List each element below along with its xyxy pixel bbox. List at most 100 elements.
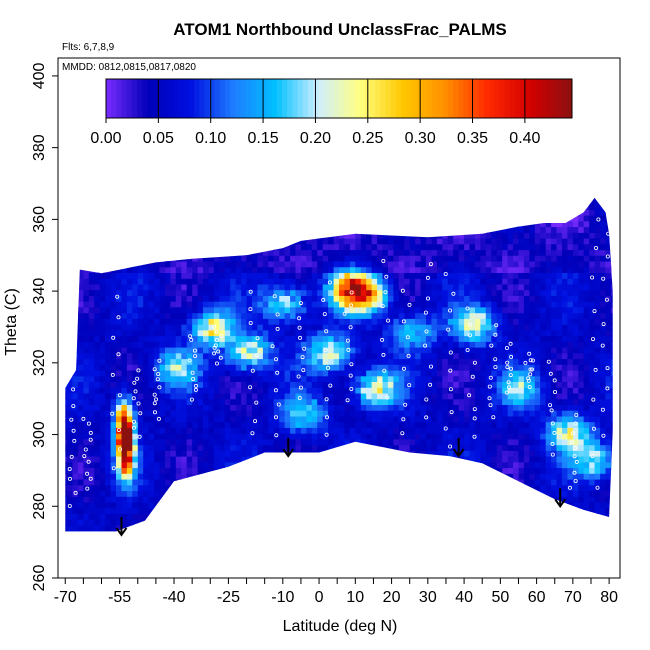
heatmap-cell [491,364,498,371]
heatmap-cell [235,255,242,262]
heatmap-cell [398,347,405,354]
heatmap-cell [366,312,373,319]
heatmap-cell [366,232,373,239]
heatmap-cell [458,272,465,279]
heatmap-cell [208,507,215,514]
heatmap-cell [77,404,84,411]
heatmap-cell [230,438,237,446]
heatmap-cell [387,461,394,469]
heatmap-cell [67,410,74,417]
heatmap-cell [192,410,199,417]
heatmap-cell [344,197,351,199]
heatmap-cell [311,519,318,526]
heatmap-cell [241,301,248,308]
heatmap-cell [485,415,492,423]
heatmap-cell [235,341,242,348]
heatmap-cell [94,249,101,256]
heatmap-cell [290,479,297,486]
heatmap-cell [246,329,253,337]
heatmap-cell [72,249,79,256]
heatmap-cell [105,266,112,273]
heatmap-cell [225,536,231,542]
heatmap-cell [279,404,286,411]
heatmap-cell [295,484,302,492]
heatmap-cell [295,444,302,451]
heatmap-cell [116,278,122,285]
heatmap-cell [398,318,405,325]
heatmap-cell [496,404,503,411]
heatmap-cell [159,393,166,400]
heatmap-cell [94,502,101,509]
heatmap-cell [311,415,318,423]
heatmap-cell [333,261,340,268]
heatmap-cell [420,427,427,434]
heatmap-cell [279,301,286,308]
heatmap-cell [268,375,275,382]
heatmap-cell [170,243,177,251]
heatmap-cell [197,197,204,205]
heatmap-cell [426,324,432,331]
heatmap-cell [67,238,74,245]
heatmap-cell [121,398,128,405]
heatmap-cell [137,484,144,492]
heatmap-cell [360,502,367,509]
heatmap-cell [393,197,400,205]
heatmap-cell [203,278,209,285]
heatmap-cell [192,507,199,514]
heatmap-cell [382,479,389,486]
heatmap-cell [110,318,117,325]
heatmap-cell [393,238,400,245]
heatmap-cell [371,306,378,314]
heatmap-cell [186,410,193,417]
heatmap-cell [431,232,438,239]
heatmap-cell [366,238,373,245]
heatmap-cell [311,387,318,394]
heatmap-cell [426,450,432,457]
heatmap-cell [290,507,297,514]
heatmap-cell [88,427,95,434]
heatmap-cell [453,301,460,308]
heatmap-cell [105,404,112,411]
heatmap-cell [279,479,286,486]
heatmap-cell [415,226,422,233]
heatmap-cell [398,433,405,440]
heatmap-cell [88,496,95,503]
heatmap-cell [143,484,150,492]
heatmap-cell [230,358,237,365]
heatmap-cell [110,358,117,365]
heatmap-cell [387,255,394,262]
heatmap-cell [88,484,95,492]
heatmap-cell [409,295,416,302]
heatmap-cell [105,335,112,342]
heatmap-cell [67,312,74,319]
heatmap-cell [415,433,422,440]
heatmap-cell [197,324,204,331]
heatmap-cell [382,324,389,331]
heatmap-cell [186,301,193,308]
heatmap-cell [464,295,471,302]
heatmap-cell [311,427,318,434]
heatmap-cell [382,266,389,273]
heatmap-cell [436,324,443,331]
heatmap-cell [72,301,79,308]
heatmap-cell [436,415,443,423]
heatmap-cell [126,215,133,222]
heatmap-cell [126,444,133,451]
heatmap-cell [235,484,242,492]
heatmap-cell [382,433,389,440]
heatmap-cell [485,438,492,446]
heatmap-cell [349,393,356,400]
heatmap-cell [426,197,432,199]
heatmap-cell [143,467,150,474]
heatmap-cell [105,513,112,520]
heatmap-cell [475,502,481,509]
heatmap-cell [420,519,427,526]
heatmap-cell [83,398,90,405]
heatmap-cell [436,404,443,411]
heatmap-cell [458,433,465,440]
heatmap-cell [284,197,291,205]
heatmap-cell [246,393,253,400]
heatmap-cell [279,249,286,256]
heatmap-cell [181,203,188,210]
heatmap-cell [415,358,422,365]
